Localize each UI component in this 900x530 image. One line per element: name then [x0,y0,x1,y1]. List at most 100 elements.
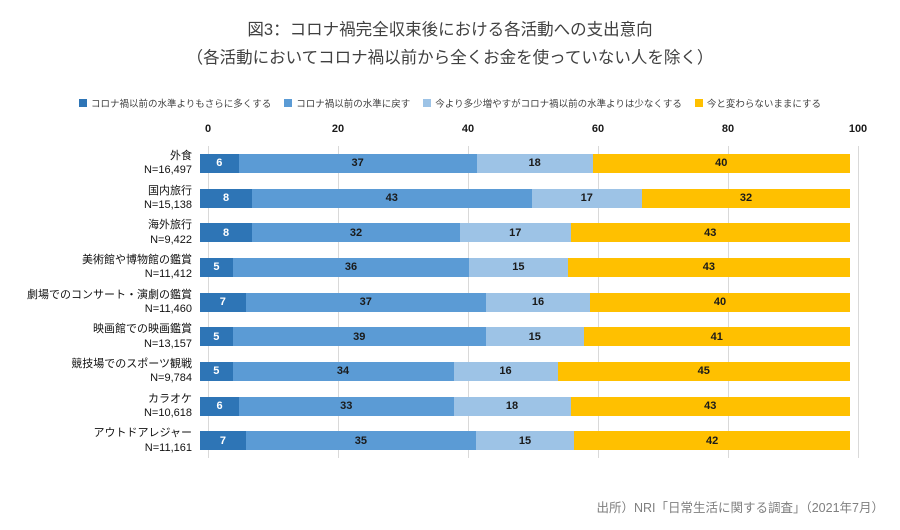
bar-segment-series4: 42 [574,431,850,451]
chart-title-line1: 図3：コロナ禍完全収束後における各活動への支出意向 [247,21,653,39]
category-name: カラオケ [148,392,192,405]
category-label: 映画館での映画鑑賞 N=13,157 [0,322,200,351]
stacked-bar: 5 36 15 43 [200,257,850,277]
legend-swatch-icon [78,99,87,107]
bar-segment-series3: 16 [486,292,590,312]
bar-segment-series3: 15 [486,327,584,347]
bar-segment-series1: 7 [200,431,246,451]
bar-segment-series1: 5 [200,361,233,381]
bar-segment-series1: 6 [200,153,239,173]
legend-swatch-icon [423,99,432,107]
table-row: 競技場でのスポーツ観戦 N=9,784 5 34 16 45 [0,354,900,389]
bar-segment-series1: 5 [200,327,233,347]
bar-segment-series2: 37 [238,153,477,173]
gridline-100 [858,146,859,458]
legend-item-2: コロナ禍以前の水準に戻す [284,96,410,110]
bar-segment-series2: 36 [232,257,470,277]
legend-item-1: コロナ禍以前の水準よりもさらに多くする [78,96,272,110]
bar-segment-series4: 45 [557,361,850,381]
x-axis-tick-80: 80 [721,123,735,135]
legend: コロナ禍以前の水準よりもさらに多くする コロナ禍以前の水準に戻す 今より多少増やすが… [0,96,900,110]
x-axis-tick-40: 40 [461,123,475,135]
category-sample-size: N=9,422 [150,233,192,246]
bar-segment-series2: 35 [245,431,476,451]
bar-segment-series3: 15 [475,431,575,451]
category-sample-size: N=9,784 [150,372,192,385]
bar-segment-series3: 16 [453,361,558,381]
x-axis-tick-100: 100 [848,123,868,135]
table-row: 映画館での映画鑑賞 N=13,157 5 39 15 41 [0,319,900,354]
category-sample-size: N=15,138 [143,199,192,211]
legend-swatch-icon [284,99,293,107]
stacked-bar: 8 32 17 43 [200,223,850,243]
bar-segment-series2: 34 [232,361,454,381]
bar-segment-series4: 43 [567,257,850,277]
bar-segment-series3: 17 [531,188,642,208]
bar-segment-series1: 8 [200,223,252,243]
category-sample-size: N=11,460 [144,303,192,316]
bar-segment-series2: 43 [252,188,532,208]
bar-segment-series3: 17 [460,223,571,243]
bar-segment-series1: 8 [200,188,252,208]
category-sample-size: N=13,157 [143,337,192,350]
stacked-bar: 6 37 18 40 [200,153,850,173]
category-label: 競技場でのスポーツ観戦 N=9,784 [0,357,200,386]
table-row: 劇場でのコンサート・演劇の鑑賞 N=11,460 7 37 16 40 [0,285,900,320]
category-label: カラオケ N=10,618 [0,392,200,421]
bar-segment-series4: 41 [583,327,850,347]
source-note: 出所）NRI「日常生活に関する調査」（2021年7月） [596,501,884,515]
category-sample-size: N=10,618 [143,407,192,420]
stacked-bar: 7 35 15 42 [200,431,850,451]
bar-rows: 外食 N=16,497 6 37 18 40 国内旅行 N=15,138 8 43 17 32 海外旅行… [0,146,900,458]
bar-segment-series2: 32 [252,223,460,243]
table-row: 美術館や博物館の鑑賞 N=11,412 5 36 15 43 [0,250,900,285]
x-axis: 0 20 40 60 80 100 [204,123,867,139]
stacked-bar: 7 37 16 40 [200,292,850,312]
category-label: 海外旅行 N=9,422 [0,218,200,247]
category-name: 国内旅行 [148,184,192,197]
category-sample-size: N=16,497 [143,164,192,177]
category-name: 劇場でのコンサート・演劇の鑑賞 [27,288,192,301]
legend-label: 今と変わらないままにする [706,99,822,110]
legend-swatch-icon [694,99,703,107]
legend-item-4: 今と変わらないままにする [694,96,822,110]
bar-segment-series4: 43 [570,223,850,243]
category-name: アウトドアレジャー [93,427,192,440]
category-name: 映画館での映画鑑賞 [93,323,192,336]
category-name: 海外旅行 [148,219,192,232]
bar-segment-series1: 6 [200,396,239,416]
category-label: 外食 N=16,497 [0,149,200,178]
bar-segment-series1: 5 [200,257,233,277]
category-label: 美術館や博物館の鑑賞 N=11,412 [0,253,200,282]
category-label: 国内旅行 N=15,138 [0,184,200,213]
category-label: アウトドアレジャー N=11,161 [0,426,200,455]
stacked-bar: 5 34 16 45 [200,361,850,381]
table-row: 海外旅行 N=9,422 8 32 17 43 [0,215,900,250]
category-sample-size: N=11,161 [144,441,192,454]
bar-segment-series2: 39 [232,327,486,347]
stacked-bar: 6 33 18 43 [200,396,850,416]
category-name: 競技場でのスポーツ観戦 [71,358,192,371]
bar-segment-series4: 43 [570,396,850,416]
legend-item-3: 今より多少増やすがコロナ禍以前の水準よりは少なくする [423,96,682,110]
bar-segment-series4: 40 [592,153,850,173]
bar-segment-series4: 32 [642,188,850,208]
legend-label: 今より多少増やすがコロナ禍以前の水準よりは少なくする [435,99,682,110]
category-sample-size: N=11,412 [144,268,192,281]
category-name: 外食 [170,150,192,163]
bar-segment-series2: 33 [239,396,454,416]
bar-segment-series2: 37 [245,292,486,312]
table-row: 外食 N=16,497 6 37 18 40 [0,146,900,181]
legend-label: コロナ禍以前の水準よりもさらに多くする [90,99,272,110]
table-row: アウトドアレジャー N=11,161 7 35 15 42 [0,423,900,458]
bar-segment-series4: 40 [590,292,850,312]
bar-segment-series3: 18 [476,153,593,173]
chart-title: 図3：コロナ禍完全収束後における各活動への支出意向 （各活動においてコロナ禍以前… [0,16,900,73]
x-axis-tick-20: 20 [331,123,345,135]
bar-segment-series1: 7 [200,292,246,312]
table-row: 国内旅行 N=15,138 8 43 17 32 [0,181,900,216]
x-axis-tick-0: 0 [204,123,212,135]
stacked-bar: 5 39 15 41 [200,327,850,347]
bar-segment-series3: 15 [469,257,568,277]
